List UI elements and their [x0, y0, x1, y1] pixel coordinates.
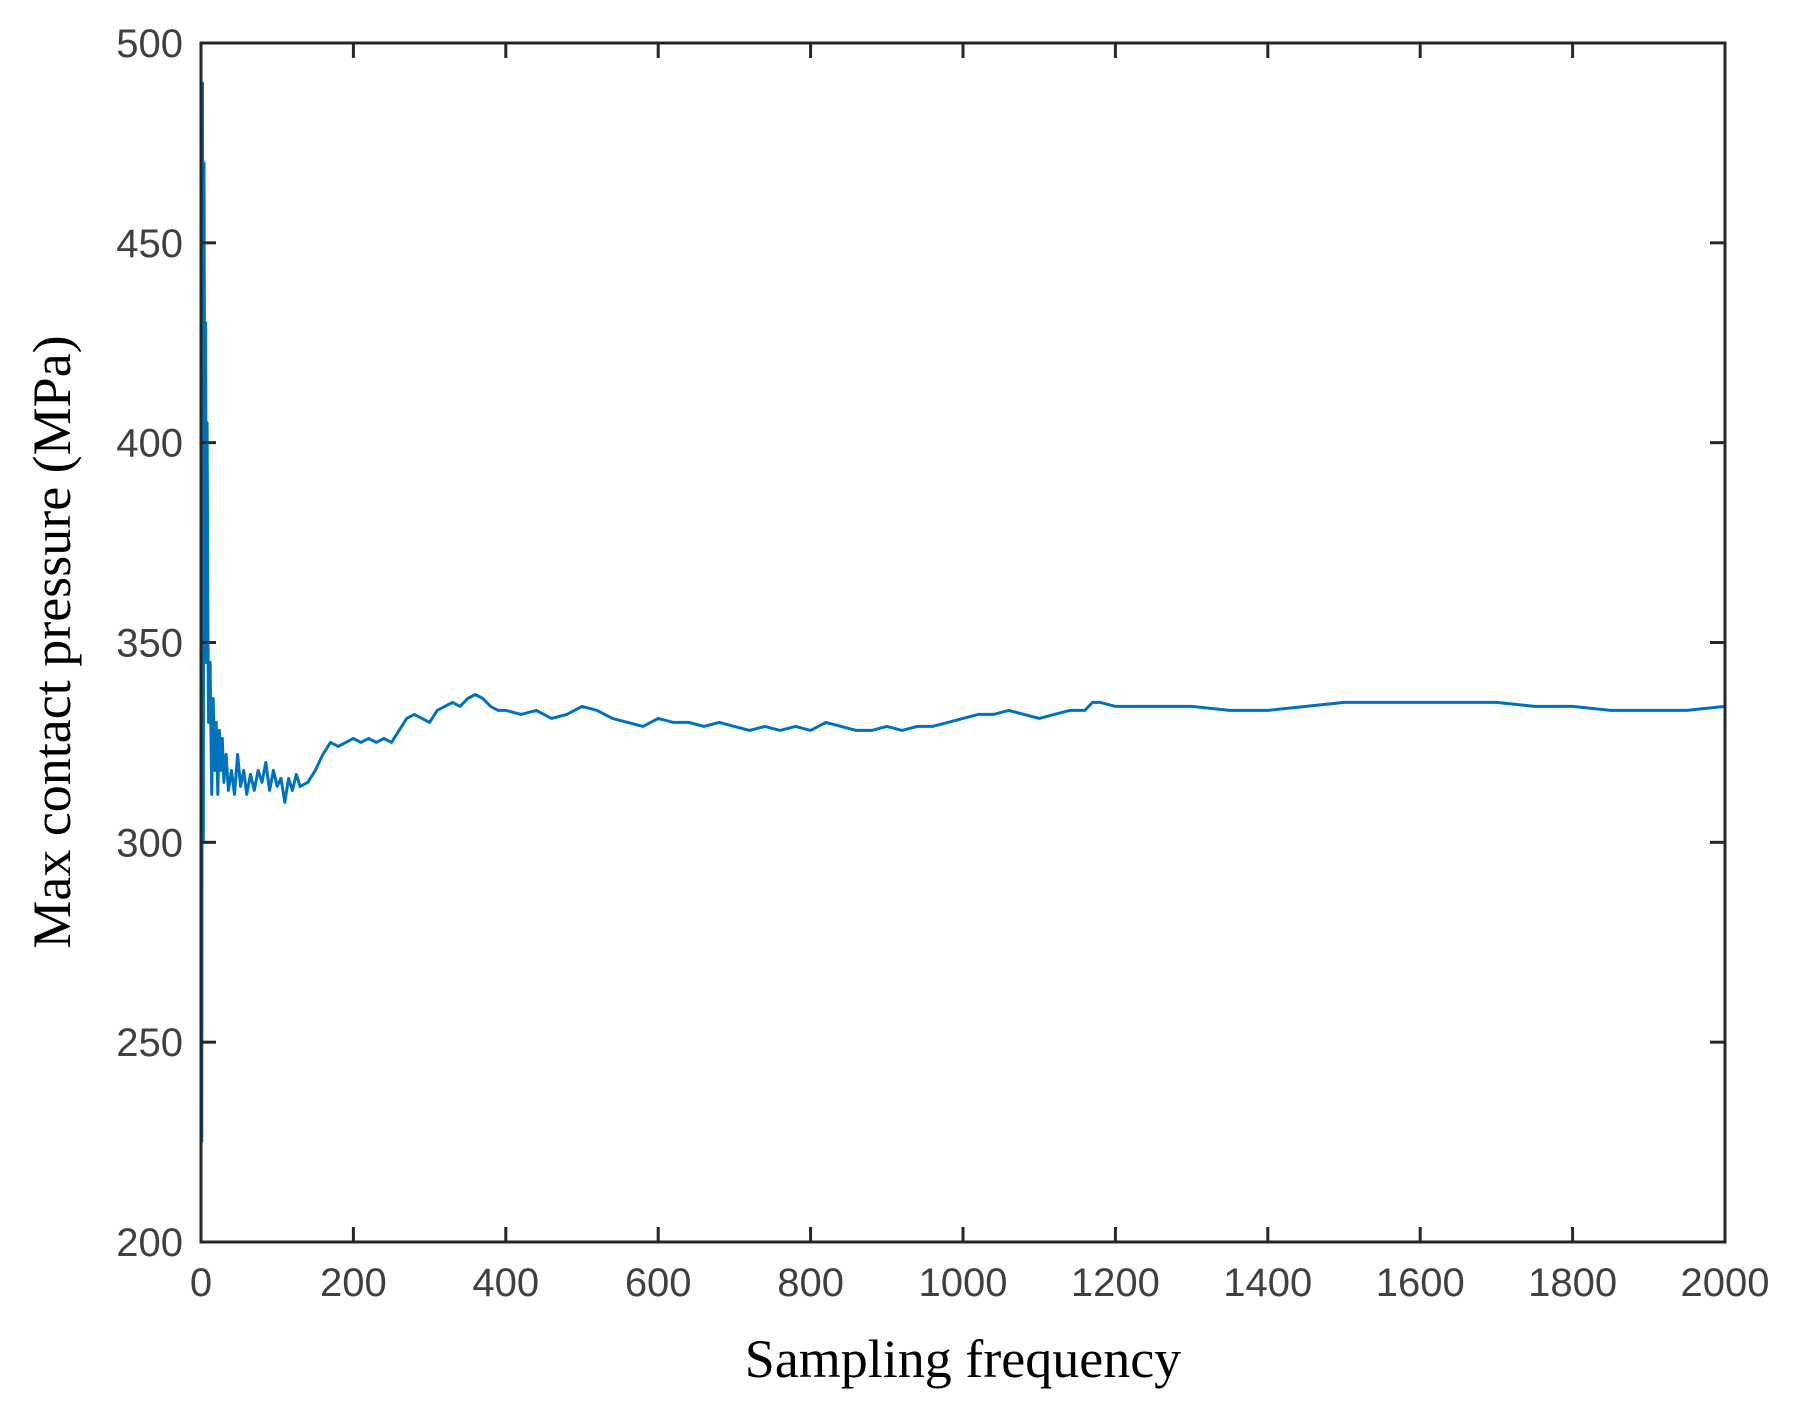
y-tick-label: 500	[116, 22, 183, 66]
x-tick-label: 1200	[1071, 1261, 1160, 1305]
y-tick-label: 400	[116, 422, 183, 466]
x-tick-label: 1600	[1376, 1261, 1465, 1305]
x-tick-label: 1400	[1223, 1261, 1312, 1305]
x-tick-label: 600	[625, 1261, 692, 1305]
y-tick-label: 200	[116, 1221, 183, 1265]
plot-area	[201, 43, 1725, 1242]
x-tick-label: 2000	[1681, 1261, 1770, 1305]
y-tick-label: 350	[116, 622, 183, 666]
y-tick-label: 250	[116, 1021, 183, 1065]
x-tick-label: 1000	[919, 1261, 1008, 1305]
x-tick-label: 800	[777, 1261, 844, 1305]
x-tick-label: 0	[190, 1261, 212, 1305]
x-axis-title: Sampling frequency	[745, 1329, 1181, 1389]
x-tick-label: 1800	[1528, 1261, 1617, 1305]
plot-background	[201, 43, 1725, 1242]
y-tick-label: 300	[116, 821, 183, 865]
y-axis-title: Max contact pressure (MPa)	[22, 335, 82, 948]
ticks: 0 200 400 600 800 1000 1200 1400 1600 1800 2000200…	[116, 22, 1769, 1305]
x-tick-label: 400	[472, 1261, 539, 1305]
data-series	[200, 81, 1726, 1143]
y-tick-label: 450	[116, 222, 183, 266]
x-tick-label: 200	[320, 1261, 387, 1305]
series-line	[200, 81, 1726, 1143]
